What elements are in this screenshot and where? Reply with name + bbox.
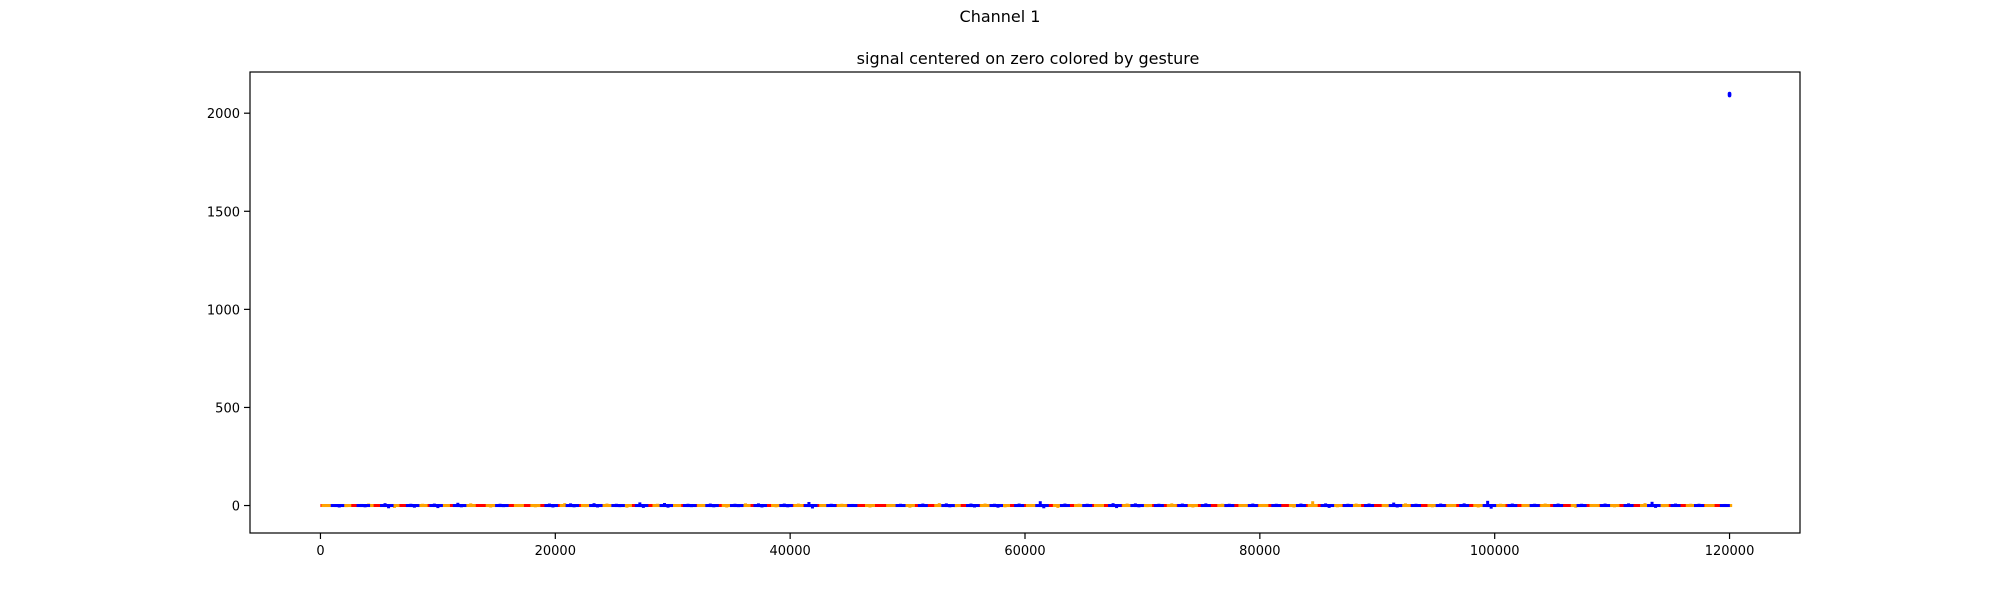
x-tick-label: 20000 (535, 544, 576, 559)
x-tick-label: 120000 (1705, 544, 1755, 559)
y-tick-label: 1000 (207, 303, 240, 318)
x-tick-label: 0 (316, 544, 324, 559)
y-tick-label: 2000 (207, 107, 240, 122)
x-axis: 0 20000 40000 60000 80000 100000 120000 (316, 533, 1754, 559)
chart-title: signal centered on zero colored by gestu… (857, 49, 1200, 68)
y-tick-label: 500 (215, 401, 240, 416)
y-tick-label: 1500 (207, 205, 240, 220)
x-tick-label: 40000 (769, 544, 810, 559)
x-tick-label: 60000 (1004, 544, 1045, 559)
x-tick-label: 100000 (1470, 544, 1520, 559)
x-tick-label: 80000 (1239, 544, 1280, 559)
data-marks (320, 91, 1733, 509)
y-axis: 0 500 1000 1500 2000 (207, 107, 250, 515)
figure-suptitle: Channel 1 (959, 7, 1041, 26)
plot-area-frame (249, 71, 1801, 534)
data-point-gesture-b (1727, 93, 1732, 98)
y-tick-label: 0 (232, 500, 240, 515)
